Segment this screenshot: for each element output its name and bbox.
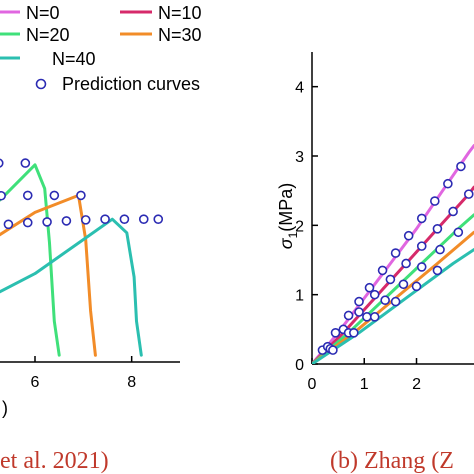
y-tick-label: 2 [295, 218, 304, 235]
prediction-point [435, 244, 445, 255]
series-line-n20 [312, 213, 474, 364]
prediction-point [349, 327, 359, 338]
y-tick-label: 3 [295, 149, 304, 166]
prediction-point [453, 227, 464, 238]
prediction-point [411, 281, 422, 292]
prediction-point [80, 215, 91, 225]
legend-marker-prediction [35, 78, 47, 90]
prediction-point [328, 345, 338, 355]
prediction-point [463, 189, 474, 199]
prediction-point [138, 214, 149, 224]
prediction-point [61, 216, 72, 226]
x-axis-label: ) [2, 398, 8, 418]
prediction-point [398, 279, 409, 290]
x-tick-label: 6 [31, 374, 40, 391]
x-tick-label: 2 [412, 376, 421, 393]
legend: N=0 N=10 N=20 N=30 N=40 Prediction curve… [0, 3, 202, 94]
legend-label-prediction: Prediction curves [62, 74, 200, 94]
x-tick-label: 0 [308, 376, 317, 393]
prediction-point [416, 262, 427, 272]
prediction-point [100, 214, 110, 224]
prediction-point [119, 214, 130, 224]
prediction-point [403, 230, 414, 241]
left-panel: 684) [0, 158, 180, 418]
prediction-point [362, 312, 372, 322]
prediction-point [42, 217, 52, 227]
prediction-point [380, 295, 390, 306]
prediction-point [432, 224, 443, 234]
series-line-n30 [0, 193, 97, 357]
prediction-point [22, 190, 33, 201]
prediction-point [456, 161, 466, 172]
prediction-point [20, 158, 31, 168]
prediction-point [432, 265, 443, 276]
prediction-point [430, 196, 440, 206]
prediction-point [354, 307, 364, 317]
x-tick-label: 8 [127, 374, 136, 391]
y-axis-label: σ1(MPa) [276, 183, 300, 250]
prediction-point [0, 158, 4, 168]
prediction-point [343, 310, 354, 321]
prediction-point [443, 178, 453, 189]
series-line-n40 [312, 248, 474, 364]
prediction-point [416, 241, 427, 251]
prediction-point [390, 296, 401, 307]
legend-label-n20: N=20 [26, 25, 70, 45]
prediction-point [377, 265, 388, 276]
right-panel: 0 1 2 3 4 σ1(MPa) 0 1 2 [276, 52, 474, 393]
prediction-point [448, 206, 458, 217]
series-line-n40 [0, 217, 143, 357]
prediction-point [330, 327, 341, 338]
caption-left: et al. 2021) [0, 448, 109, 474]
prediction-point [390, 248, 401, 258]
prediction-point [354, 296, 364, 307]
y-tick-label: 0 [295, 357, 304, 374]
series-line-n20 [0, 163, 61, 357]
legend-label-n30: N=30 [158, 25, 202, 45]
prediction-point [22, 217, 33, 228]
prediction-point [401, 258, 411, 269]
y-tick-label: 4 [295, 80, 304, 97]
legend-label-n10: N=10 [158, 3, 202, 23]
prediction-point [364, 282, 375, 293]
prediction-point [369, 289, 380, 300]
prediction-point [49, 190, 60, 201]
prediction-point [76, 190, 86, 201]
prediction-point [385, 274, 396, 285]
caption-right: (b) Zhang (Z [330, 448, 454, 474]
legend-label-n40: N=40 [52, 49, 96, 69]
x-tick-label: 1 [360, 376, 369, 393]
prediction-point [369, 312, 380, 322]
prediction-point [0, 190, 6, 201]
prediction-point [416, 213, 427, 224]
legend-label-n0: N=0 [26, 3, 60, 23]
y-tick-label: 1 [295, 288, 304, 305]
prediction-point [153, 214, 164, 224]
prediction-point [3, 219, 14, 230]
